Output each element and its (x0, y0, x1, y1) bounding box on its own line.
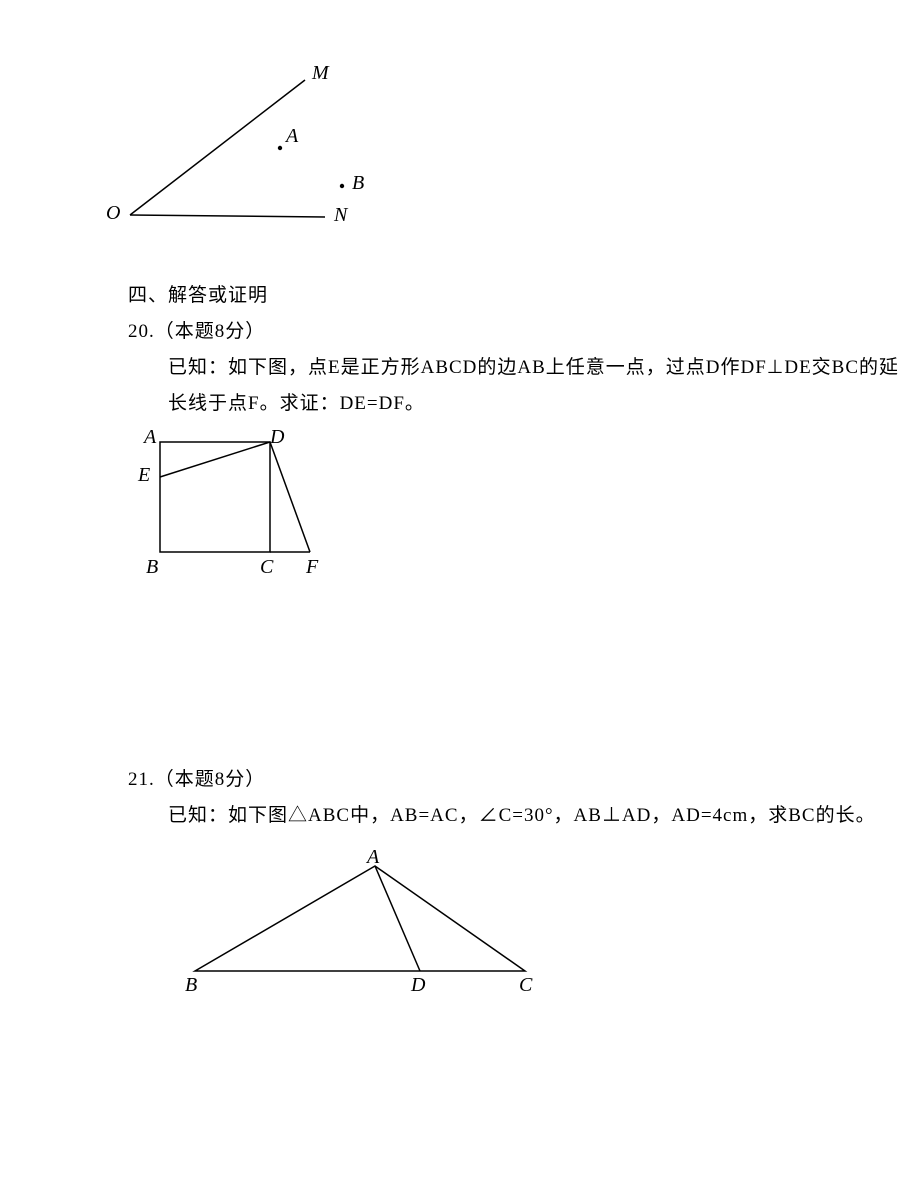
page: O N M A B 四、解答或证明 20.（本题8分） 已知：如下图，点E是正方… (0, 0, 920, 1192)
q21-label-B: B (185, 974, 197, 997)
label-O: O (106, 202, 120, 225)
q21-figure: A B D C (175, 856, 555, 1006)
q20-number: 20.（本题8分） (128, 314, 265, 350)
section-heading: 四、解答或证明 (128, 278, 268, 314)
q20-body-line2: 长线于点F。求证：DE=DF。 (168, 386, 425, 422)
q20-body-line1: 已知：如下图，点E是正方形ABCD的边AB上任意一点，过点D作DF⊥DE交BC的… (168, 350, 899, 386)
q21-number: 21.（本题8分） (128, 762, 265, 798)
q21-label-D: D (411, 974, 425, 997)
q20-label-B: B (146, 556, 158, 579)
q21-label-C: C (519, 974, 532, 997)
q20-label-F: F (306, 556, 318, 579)
q21-body-line1: 已知：如下图△ABC中，AB=AC，∠C=30°，AB⊥AD，AD=4cm，求B… (168, 798, 876, 834)
q20-label-D: D (270, 426, 284, 449)
q20-label-C: C (260, 556, 273, 579)
label-N: N (334, 204, 347, 227)
label-M: M (312, 62, 329, 85)
figure-angle-mon: O N M A B (80, 40, 390, 250)
q20-label-E: E (138, 464, 150, 487)
label-A: A (286, 125, 298, 148)
q20-label-A: A (144, 426, 156, 449)
q21-label-A: A (367, 846, 379, 869)
q20-figure: A D E B C F (130, 422, 350, 592)
label-B: B (352, 172, 364, 195)
q21-figure-svg (175, 856, 555, 1006)
